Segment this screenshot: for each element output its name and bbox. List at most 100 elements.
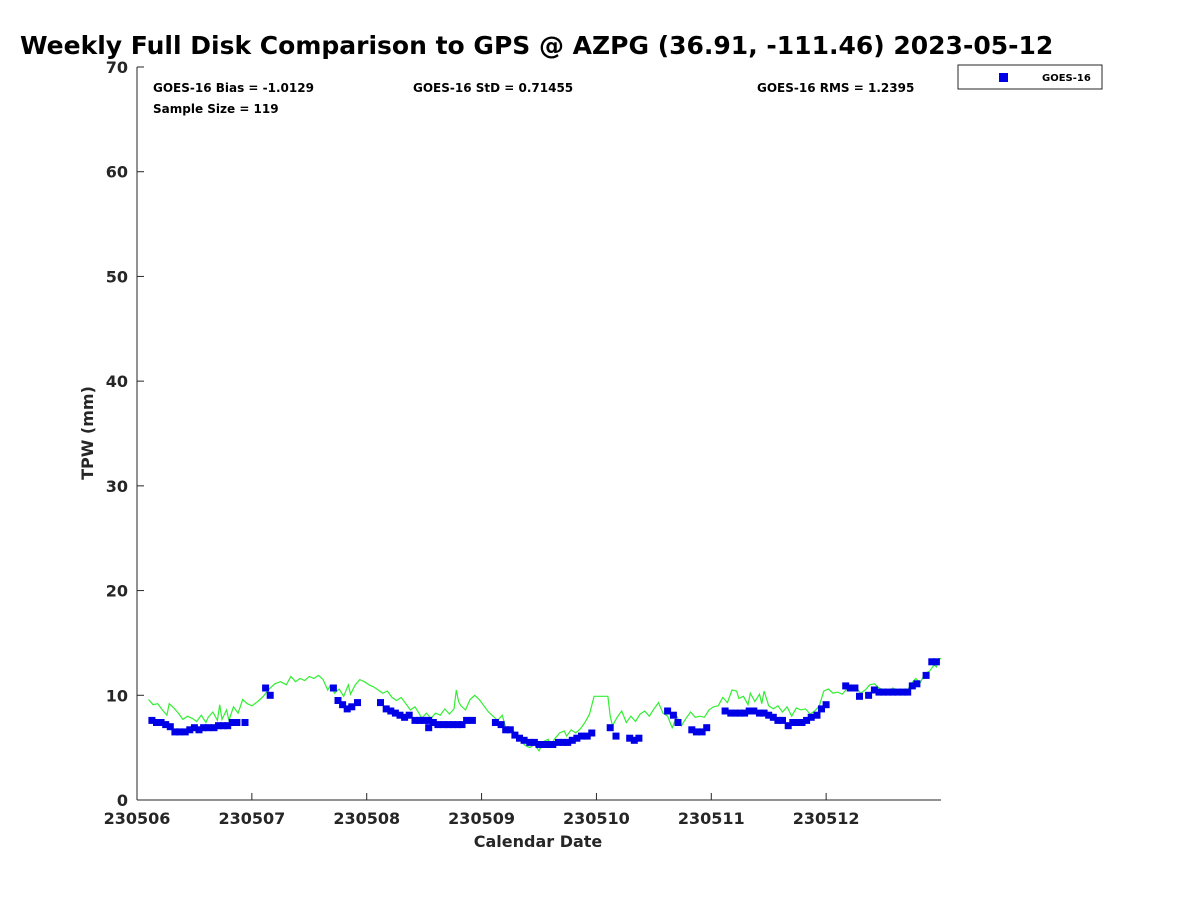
stat-sample-size: Sample Size = 119 — [153, 102, 279, 116]
x-tick-label: 230510 — [563, 809, 630, 828]
y-tick-label: 50 — [106, 267, 128, 286]
goes16-point — [266, 691, 274, 699]
goes16-point — [241, 719, 249, 726]
goes16-point — [520, 736, 528, 744]
legend: GOES-16 — [957, 64, 1103, 90]
goes16-point — [377, 699, 384, 707]
y-tick-label: 10 — [106, 686, 128, 705]
goes16-point — [535, 741, 543, 748]
goes16-point — [334, 697, 342, 704]
goes16-point — [215, 722, 222, 730]
goes16-point — [731, 709, 739, 717]
goes16-point — [329, 684, 337, 692]
y-tick-label: 70 — [106, 58, 128, 77]
goes16-point — [166, 723, 174, 731]
goes16-point — [511, 731, 519, 739]
goes16-point — [497, 721, 505, 729]
goes16-point — [664, 707, 672, 715]
goes16-point — [692, 728, 700, 736]
y-tick-label: 40 — [106, 372, 128, 391]
goes16-point — [171, 728, 179, 736]
goes16-point — [583, 732, 591, 740]
x-tick-label: 230509 — [448, 809, 515, 828]
goes16-point — [200, 724, 208, 732]
goes16-point — [807, 713, 815, 721]
goes16-point — [148, 716, 156, 724]
goes16-point — [765, 711, 773, 719]
y-tick-label: 60 — [106, 163, 128, 182]
goes16-point — [865, 691, 873, 699]
goes16-point — [703, 724, 711, 732]
goes16-point — [502, 726, 510, 734]
goes16-point — [913, 680, 921, 688]
goes16-point — [669, 711, 677, 719]
legend-box — [957, 64, 1103, 90]
goes16-point — [186, 726, 194, 734]
goes16-point — [382, 705, 390, 713]
goes16-point — [612, 732, 620, 740]
goes16-point — [219, 722, 227, 730]
stats-box: GOES-16 Bias = -1.0129 GOES-16 StD = 0.7… — [153, 81, 914, 116]
goes16-point — [559, 738, 567, 746]
goes16-point — [736, 709, 744, 717]
goes16-point — [429, 719, 437, 726]
goes16-point — [449, 721, 457, 729]
x-tick-label: 230512 — [793, 809, 860, 828]
goes16-point — [635, 734, 643, 742]
goes16-point — [750, 707, 758, 715]
x-tick-label: 230511 — [678, 809, 745, 828]
goes16-point — [555, 738, 562, 746]
goes16-point — [727, 709, 735, 717]
gps-tpw-line — [148, 658, 941, 752]
goes16-point — [626, 734, 634, 742]
x-axis-label: Calendar Date — [474, 832, 603, 851]
goes16-point — [425, 716, 433, 724]
goes16-point — [721, 707, 729, 715]
goes16-point — [387, 707, 395, 715]
goes16-point — [458, 721, 466, 729]
goes16-point — [875, 688, 883, 696]
goes16-point — [420, 716, 428, 724]
goes16-point — [922, 671, 930, 679]
goes16-point — [884, 688, 892, 696]
goes16-point — [932, 658, 940, 666]
y-tick-label: 20 — [106, 582, 128, 601]
goes16-point — [573, 734, 581, 742]
goes16-point — [440, 721, 448, 729]
goes16-point — [889, 688, 897, 696]
goes16-point — [434, 721, 442, 729]
goes16-point — [822, 701, 830, 709]
goes16-point — [798, 719, 806, 726]
goes16-point — [354, 699, 361, 707]
goes16-point — [210, 724, 218, 732]
x-axis-ticks: 230506 230507 230508 230509 230510 230511 2305… — [104, 793, 860, 828]
goes16-point — [769, 713, 777, 721]
goes16-point — [813, 711, 821, 719]
goes16-point — [549, 741, 557, 748]
goes16-point — [526, 738, 534, 746]
goes16-point — [425, 724, 433, 732]
goes16-point — [416, 716, 423, 724]
goes16-point — [530, 738, 538, 746]
goes16-point — [789, 719, 797, 726]
goes16-point — [893, 688, 901, 696]
goes16-point — [745, 707, 753, 715]
goes16-point — [846, 684, 854, 692]
goes16-point — [760, 709, 768, 717]
goes16-point — [339, 701, 347, 709]
goes16-point — [153, 719, 160, 726]
goes16-point — [224, 722, 232, 730]
goes16-point — [204, 724, 212, 732]
series-gps-line — [148, 658, 941, 752]
goes16-point — [698, 728, 706, 736]
y-axis-ticks: 0 10 20 30 40 50 60 70 — [106, 58, 144, 810]
goes16-point — [181, 728, 189, 736]
goes16-point — [803, 716, 811, 724]
goes16-point — [348, 703, 356, 711]
goes16-point — [630, 736, 638, 744]
y-tick-label: 0 — [117, 791, 128, 810]
y-tick-label: 30 — [106, 477, 128, 496]
goes16-point — [454, 721, 461, 729]
goes16-point — [851, 684, 859, 692]
